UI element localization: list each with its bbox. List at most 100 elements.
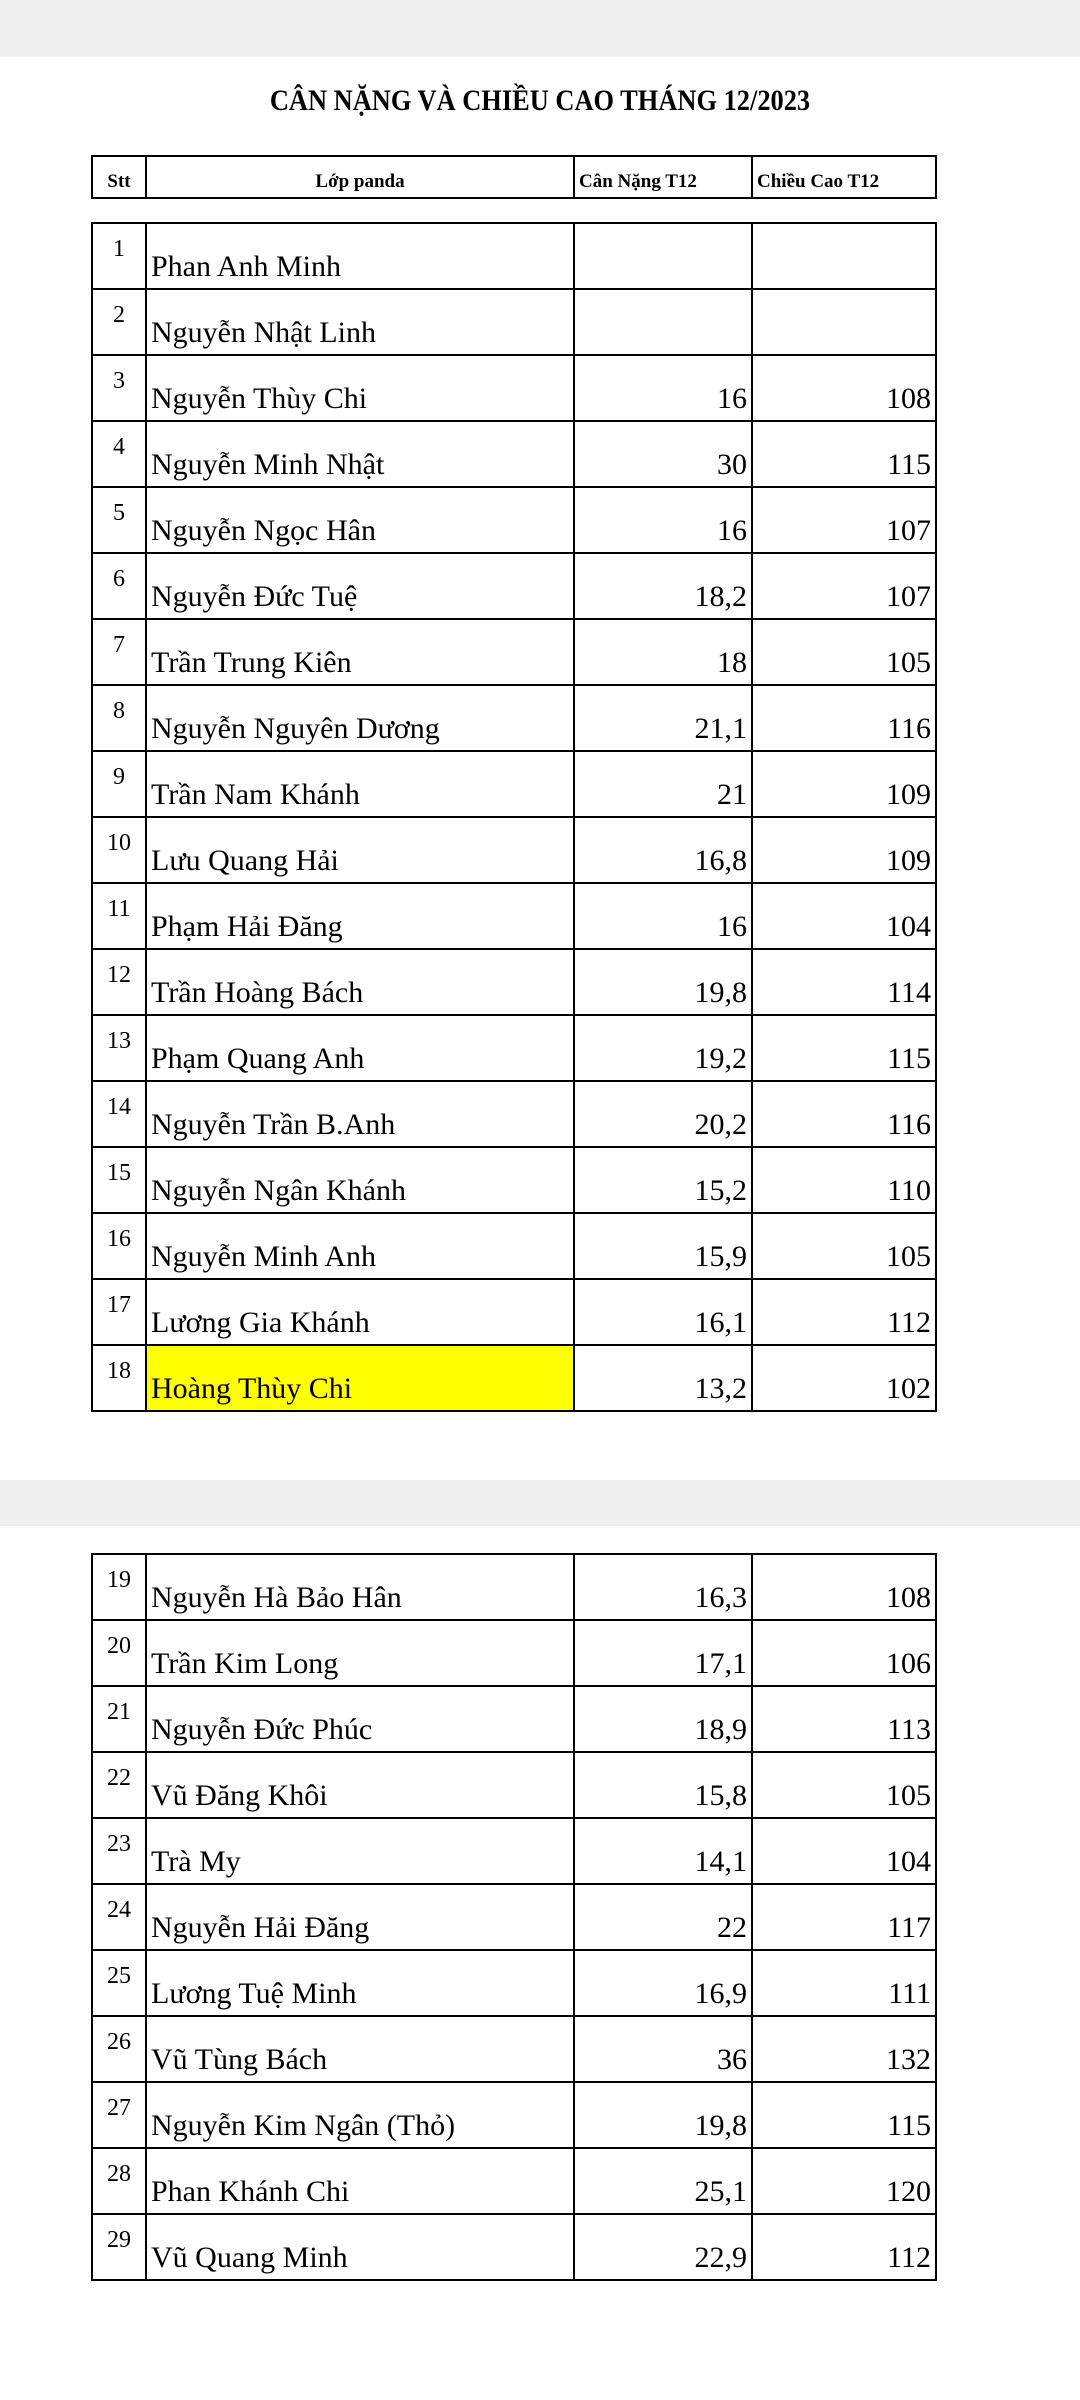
row-number: 22 [91,1751,147,1819]
row-number: 13 [91,1014,147,1082]
table-row: 26 Vũ Tùng Bách 36 132 [91,2015,937,2083]
header-table: Stt Lớp panda Cân Nặng T12 Chiều Cao T12 [91,155,937,199]
weight-value: 16,3 [573,1553,753,1621]
height-value: 132 [751,2015,937,2083]
height-value: 102 [751,1344,937,1412]
student-name: Trần Nam Khánh [145,750,575,818]
row-number: 14 [91,1080,147,1148]
table-row: 25 Lương Tuệ Minh 16,9 111 [91,1949,937,2017]
student-name: Trần Trung Kiên [145,618,575,686]
weight-value: 25,1 [573,2147,753,2215]
height-value: 110 [751,1146,937,1214]
row-number: 2 [91,288,147,356]
row-number: 25 [91,1949,147,2017]
weight-value: 15,2 [573,1146,753,1214]
student-name: Nguyễn Đức Phúc [145,1685,575,1753]
student-name: Vũ Tùng Bách [145,2015,575,2083]
table-row: 20 Trần Kim Long 17,1 106 [91,1619,937,1687]
weight-value [573,288,753,356]
table-row: 27 Nguyễn Kim Ngân (Thỏ) 19,8 115 [91,2081,937,2149]
student-name: Hoàng Thùy Chi [145,1344,575,1412]
weight-value: 21,1 [573,684,753,752]
row-number: 11 [91,882,147,950]
weight-value: 22 [573,1883,753,1951]
table-row: 17 Lương Gia Khánh 16,1 112 [91,1278,937,1346]
height-value: 104 [751,882,937,950]
weight-value: 16 [573,486,753,554]
height-value: 108 [751,354,937,422]
height-value: 105 [751,1751,937,1819]
height-value: 112 [751,1278,937,1346]
header-height: Chiều Cao T12 [751,155,937,199]
row-number: 6 [91,552,147,620]
table-row: 18 Hoàng Thùy Chi 13,2 102 [91,1344,937,1412]
row-number: 1 [91,222,147,290]
height-value: 109 [751,750,937,818]
row-number: 10 [91,816,147,884]
row-number: 16 [91,1212,147,1280]
student-name: Nguyễn Hà Bảo Hân [145,1553,575,1621]
student-name: Nguyễn Đức Tuệ [145,552,575,620]
table-row: 12 Trần Hoàng Bách 19,8 114 [91,948,937,1016]
row-number: 29 [91,2213,147,2281]
document-title: CÂN NẶNG VÀ CHIỀU CAO THÁNG 12/2023 [269,84,811,117]
row-number: 5 [91,486,147,554]
height-value: 115 [751,420,937,488]
table-row: 2 Nguyễn Nhật Linh [91,288,937,356]
height-value: 113 [751,1685,937,1753]
height-value: 115 [751,2081,937,2149]
weight-value: 18 [573,618,753,686]
weight-value: 13,2 [573,1344,753,1412]
height-value: 115 [751,1014,937,1082]
row-number: 12 [91,948,147,1016]
student-name: Nguyễn Ngân Khánh [145,1146,575,1214]
table-row: 3 Nguyễn Thùy Chi 16 108 [91,354,937,422]
document-page-1: CÂN NẶNG VÀ CHIỀU CAO THÁNG 12/2023 Stt … [0,57,1080,1480]
student-name: Phạm Quang Anh [145,1014,575,1082]
row-number: 3 [91,354,147,422]
height-value: 107 [751,486,937,554]
table-row: 28 Phan Khánh Chi 25,1 120 [91,2147,937,2215]
table-row: 9 Trần Nam Khánh 21 109 [91,750,937,818]
weight-value [573,222,753,290]
header-stt: Stt [91,155,147,199]
row-number: 17 [91,1278,147,1346]
height-value: 116 [751,684,937,752]
row-number: 27 [91,2081,147,2149]
table-row: 24 Nguyễn Hải Đăng 22 117 [91,1883,937,1951]
table-row: 8 Nguyễn Nguyên Dương 21,1 116 [91,684,937,752]
table-row: 15 Nguyễn Ngân Khánh 15,2 110 [91,1146,937,1214]
table-row: 23 Trà My 14,1 104 [91,1817,937,1885]
weight-value: 15,9 [573,1212,753,1280]
weight-value: 17,1 [573,1619,753,1687]
height-value: 112 [751,2213,937,2281]
student-name: Nguyễn Ngọc Hân [145,486,575,554]
row-number: 24 [91,1883,147,1951]
document-page-2: 19 Nguyễn Hà Bảo Hân 16,3 108 20 Trần Kim Lon… [0,1526,1080,2400]
student-name: Nguyễn Thùy Chi [145,354,575,422]
height-value: 120 [751,2147,937,2215]
table-row: 5 Nguyễn Ngọc Hân 16 107 [91,486,937,554]
height-value: 108 [751,1553,937,1621]
student-name: Phan Khánh Chi [145,2147,575,2215]
weight-value: 18,2 [573,552,753,620]
row-number: 7 [91,618,147,686]
header-weight: Cân Nặng T12 [573,155,753,199]
table-row: 6 Nguyễn Đức Tuệ 18,2 107 [91,552,937,620]
student-name: Trần Hoàng Bách [145,948,575,1016]
data-table-page-1: 1 Phan Anh Minh 2 Nguyễn Nhật Linh 3 Nguyễn T… [91,222,937,1412]
student-name: Phạm Hải Đăng [145,882,575,950]
table-row: 14 Nguyễn Trần B.Anh 20,2 116 [91,1080,937,1148]
height-value: 114 [751,948,937,1016]
table-row: 29 Vũ Quang Minh 22,9 112 [91,2213,937,2281]
row-number: 8 [91,684,147,752]
weight-value: 16 [573,882,753,950]
weight-value: 14,1 [573,1817,753,1885]
weight-value: 19,8 [573,2081,753,2149]
height-value: 116 [751,1080,937,1148]
header-name: Lớp panda [145,155,575,199]
weight-value: 16 [573,354,753,422]
table-row: 21 Nguyễn Đức Phúc 18,9 113 [91,1685,937,1753]
student-name: Trà My [145,1817,575,1885]
student-name: Trần Kim Long [145,1619,575,1687]
